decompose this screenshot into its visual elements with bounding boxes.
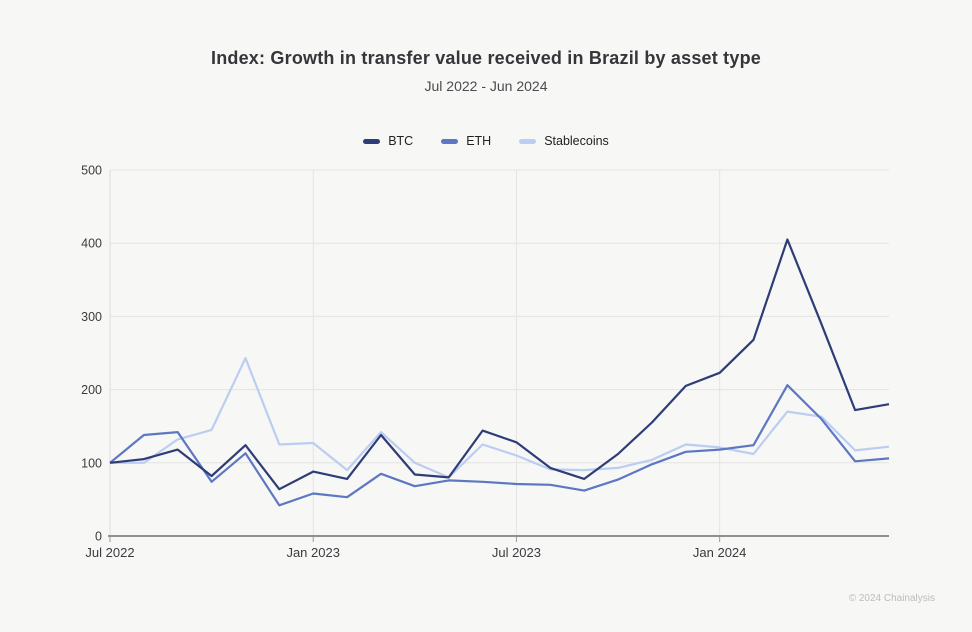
svg-text:Jan 2023: Jan 2023 xyxy=(286,545,340,560)
svg-text:400: 400 xyxy=(81,237,102,251)
chart-legend: BTC ETH Stablecoins xyxy=(0,134,972,148)
legend-label-stablecoins: Stablecoins xyxy=(544,134,609,148)
stablecoins-line-swatch-icon xyxy=(519,138,537,144)
chart-subtitle: Jul 2022 - Jun 2024 xyxy=(424,78,548,94)
svg-text:Jul 2022: Jul 2022 xyxy=(85,545,134,560)
legend-label-eth: ETH xyxy=(466,134,492,148)
eth-line-swatch-icon xyxy=(441,138,459,144)
svg-text:100: 100 xyxy=(81,456,102,470)
svg-text:300: 300 xyxy=(81,310,102,324)
legend-label-btc: BTC xyxy=(388,134,414,148)
legend-item-btc[interactable]: BTC xyxy=(363,134,413,148)
legend-item-eth[interactable]: ETH xyxy=(441,134,491,148)
svg-text:Jan 2024: Jan 2024 xyxy=(693,545,747,560)
svg-text:0: 0 xyxy=(95,530,102,544)
svg-text:500: 500 xyxy=(81,164,102,178)
btc-line-swatch-icon xyxy=(363,138,381,144)
legend-item-stablecoins[interactable]: Stablecoins xyxy=(519,134,609,148)
chart-title: Index: Growth in transfer value received… xyxy=(211,48,761,68)
svg-text:Jul 2023: Jul 2023 xyxy=(492,545,541,560)
svg-text:200: 200 xyxy=(81,383,102,397)
footer-copyright: © 2024 Chainalysis xyxy=(848,593,935,604)
